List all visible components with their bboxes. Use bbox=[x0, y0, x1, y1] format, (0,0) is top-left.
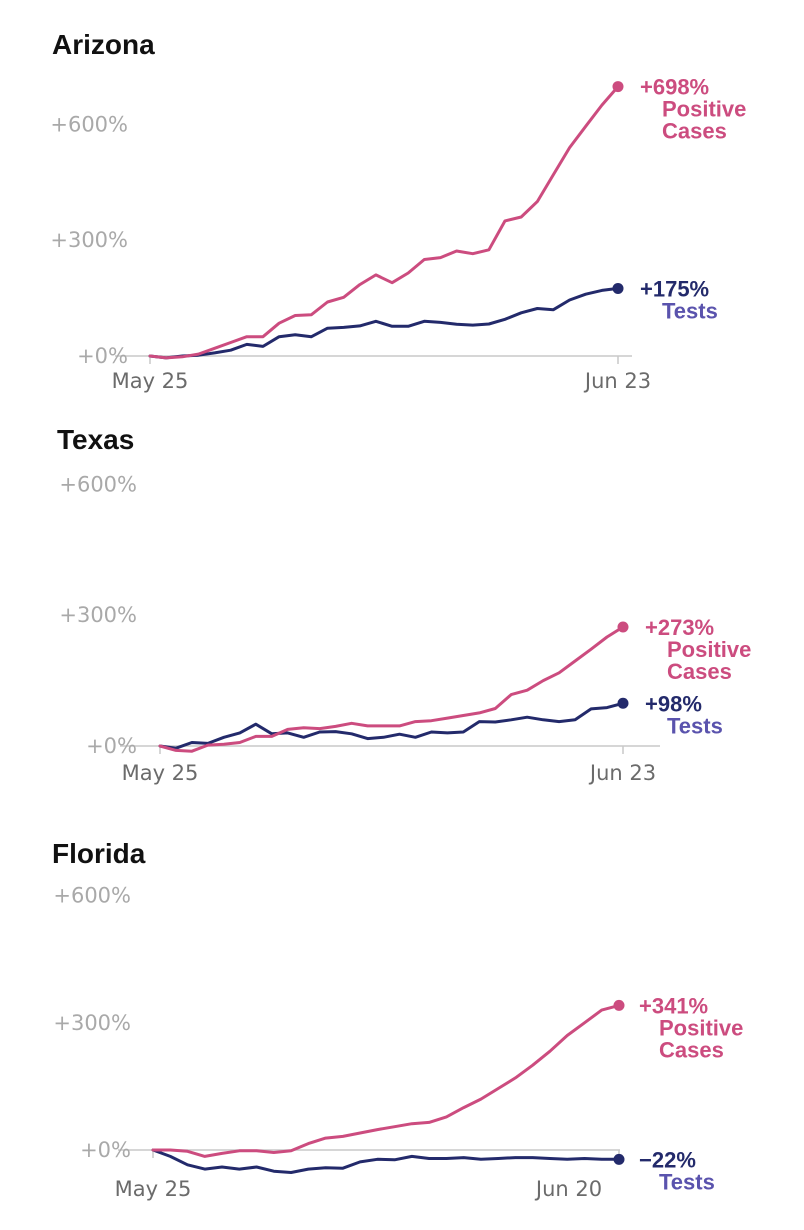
series-endpoint-cases bbox=[617, 621, 629, 633]
series-endpoint-cases bbox=[613, 999, 625, 1011]
series-endpoint-tests bbox=[613, 1153, 625, 1165]
x-tick-label: Jun 23 bbox=[588, 761, 656, 785]
series-line-cases bbox=[158, 625, 625, 753]
y-tick-label: +300% bbox=[59, 603, 137, 627]
x-tick-label: Jun 20 bbox=[534, 1177, 602, 1201]
end-value-label-tests: −22% bbox=[639, 1147, 696, 1172]
chart-panel-florida: Florida +600% +300% +0% May 25 Jun 20 −22%Test… bbox=[52, 838, 743, 1201]
end-value-label-cases: +698% bbox=[640, 75, 709, 100]
end-name-label-cases: Cases bbox=[659, 1037, 724, 1062]
x-tick-label: May 25 bbox=[112, 369, 189, 393]
end-value-label-tests: +98% bbox=[645, 691, 702, 716]
end-name-label-tests: Tests bbox=[667, 713, 723, 738]
y-tick-label: +300% bbox=[50, 228, 128, 252]
series-endpoint-tests bbox=[612, 282, 624, 294]
end-value-label-cases: +341% bbox=[639, 993, 708, 1018]
y-tick-label: +600% bbox=[53, 884, 131, 908]
series-line-cases bbox=[151, 1003, 621, 1158]
y-tick-label: +600% bbox=[59, 472, 137, 496]
series-line-tests bbox=[151, 1148, 621, 1174]
x-tick-label: Jun 23 bbox=[583, 369, 651, 393]
chart-panel-arizona: Arizona +600% +300% +0%May 25 Jun 23 +175%Tes… bbox=[50, 29, 746, 393]
end-name-label-tests: Tests bbox=[659, 1169, 715, 1194]
chart-title: Arizona bbox=[52, 29, 155, 60]
series-line-tests bbox=[158, 701, 625, 750]
end-name-label-cases: Cases bbox=[662, 119, 727, 144]
end-name-label-cases: Positive bbox=[662, 97, 746, 122]
chart-title: Texas bbox=[57, 424, 134, 455]
end-name-label-cases: Cases bbox=[667, 659, 732, 684]
chart-panel-texas: Texas +600% +300% +0% May 25 Jun 23 +98%Tests +… bbox=[57, 424, 751, 785]
end-value-label-tests: +175% bbox=[640, 276, 709, 301]
series-line-tests bbox=[148, 286, 620, 360]
series-line-cases bbox=[148, 85, 620, 360]
chart-title: Florida bbox=[52, 838, 146, 869]
x-tick-label: May 25 bbox=[115, 1177, 192, 1201]
series-endpoint-cases bbox=[612, 81, 624, 93]
end-value-label-cases: +273% bbox=[645, 615, 714, 640]
end-name-label-tests: Tests bbox=[662, 298, 718, 323]
end-name-label-cases: Positive bbox=[667, 637, 751, 662]
y-tick-label: +0% bbox=[86, 734, 137, 758]
y-tick-label: +0% bbox=[77, 344, 128, 368]
end-name-label-cases: Positive bbox=[659, 1015, 743, 1040]
x-tick-label: May 25 bbox=[122, 761, 199, 785]
y-tick-label: +300% bbox=[53, 1011, 131, 1035]
y-tick-label: +600% bbox=[50, 112, 128, 136]
series-endpoint-tests bbox=[617, 697, 629, 709]
y-tick-label: +0% bbox=[80, 1138, 131, 1162]
